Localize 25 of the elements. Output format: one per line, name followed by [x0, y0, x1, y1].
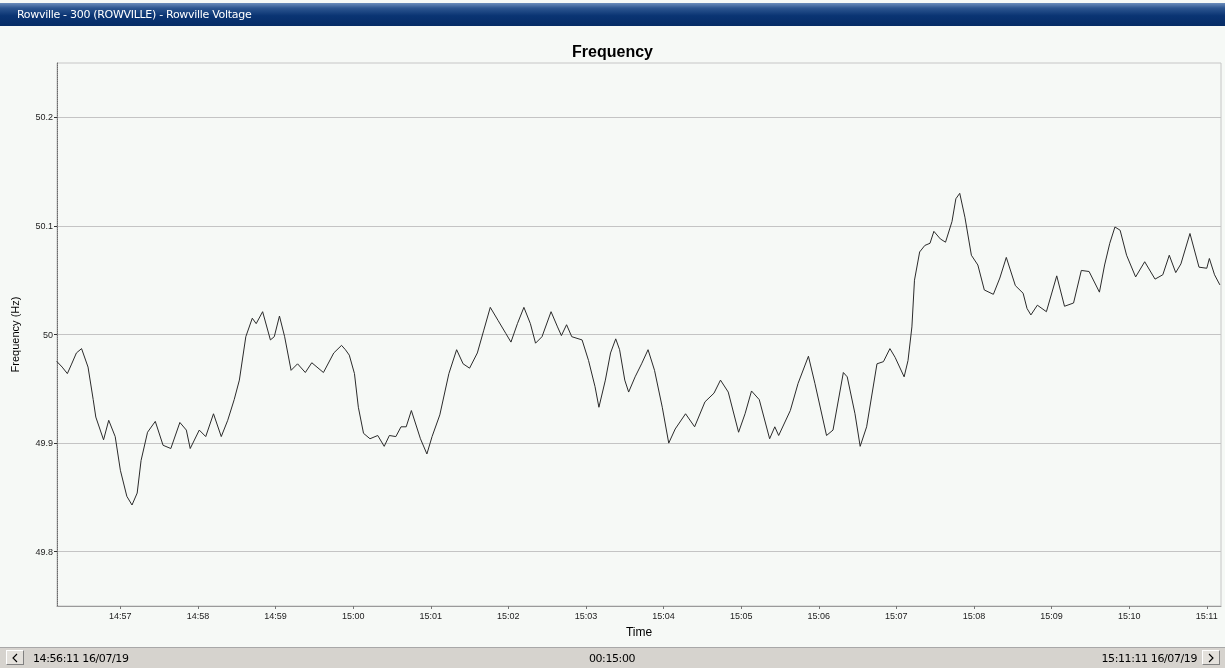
navigation-bar: 14:56:11 16/07/19 00:15:00 15:11:11 16/07/19	[0, 647, 1225, 668]
x-tick-label: 14:57	[109, 610, 132, 621]
y-tick-label: 50.2	[35, 112, 53, 123]
window-title-bar: Rowville - 300 (ROWVILLE) - Rowville Voltage	[0, 3, 1225, 26]
y-tick-label: 50	[42, 329, 53, 340]
x-axis-title: Time	[625, 625, 653, 639]
y-tick-label: 50.1	[35, 220, 53, 231]
x-tick-label: 14:59	[264, 610, 287, 621]
x-tick-label: 15:11	[1195, 610, 1218, 621]
x-tick-label: 15:02	[497, 610, 520, 621]
y-tick-label: 49.8	[35, 546, 53, 557]
x-tick-label: 15:01	[419, 610, 443, 621]
x-tick-label: 15:00	[341, 610, 365, 621]
x-tick-label: 15:08	[962, 610, 986, 621]
x-tick-label: 15:05	[729, 610, 753, 621]
chart-title: Frequency	[572, 42, 654, 60]
x-tick-label: 15:10	[1117, 610, 1141, 621]
y-axis-title: Frequency (Hz)	[8, 296, 21, 373]
x-tick-label: 15:06	[807, 610, 831, 621]
x-tick-label: 15:04	[652, 610, 675, 621]
x-tick-label: 15:03	[574, 610, 598, 621]
y-tick-label: 49.9	[35, 438, 53, 449]
x-tick-label: 15:07	[885, 610, 908, 621]
x-tick-label: 15:09	[1040, 610, 1063, 621]
x-tick-label: 14:58	[186, 610, 210, 621]
